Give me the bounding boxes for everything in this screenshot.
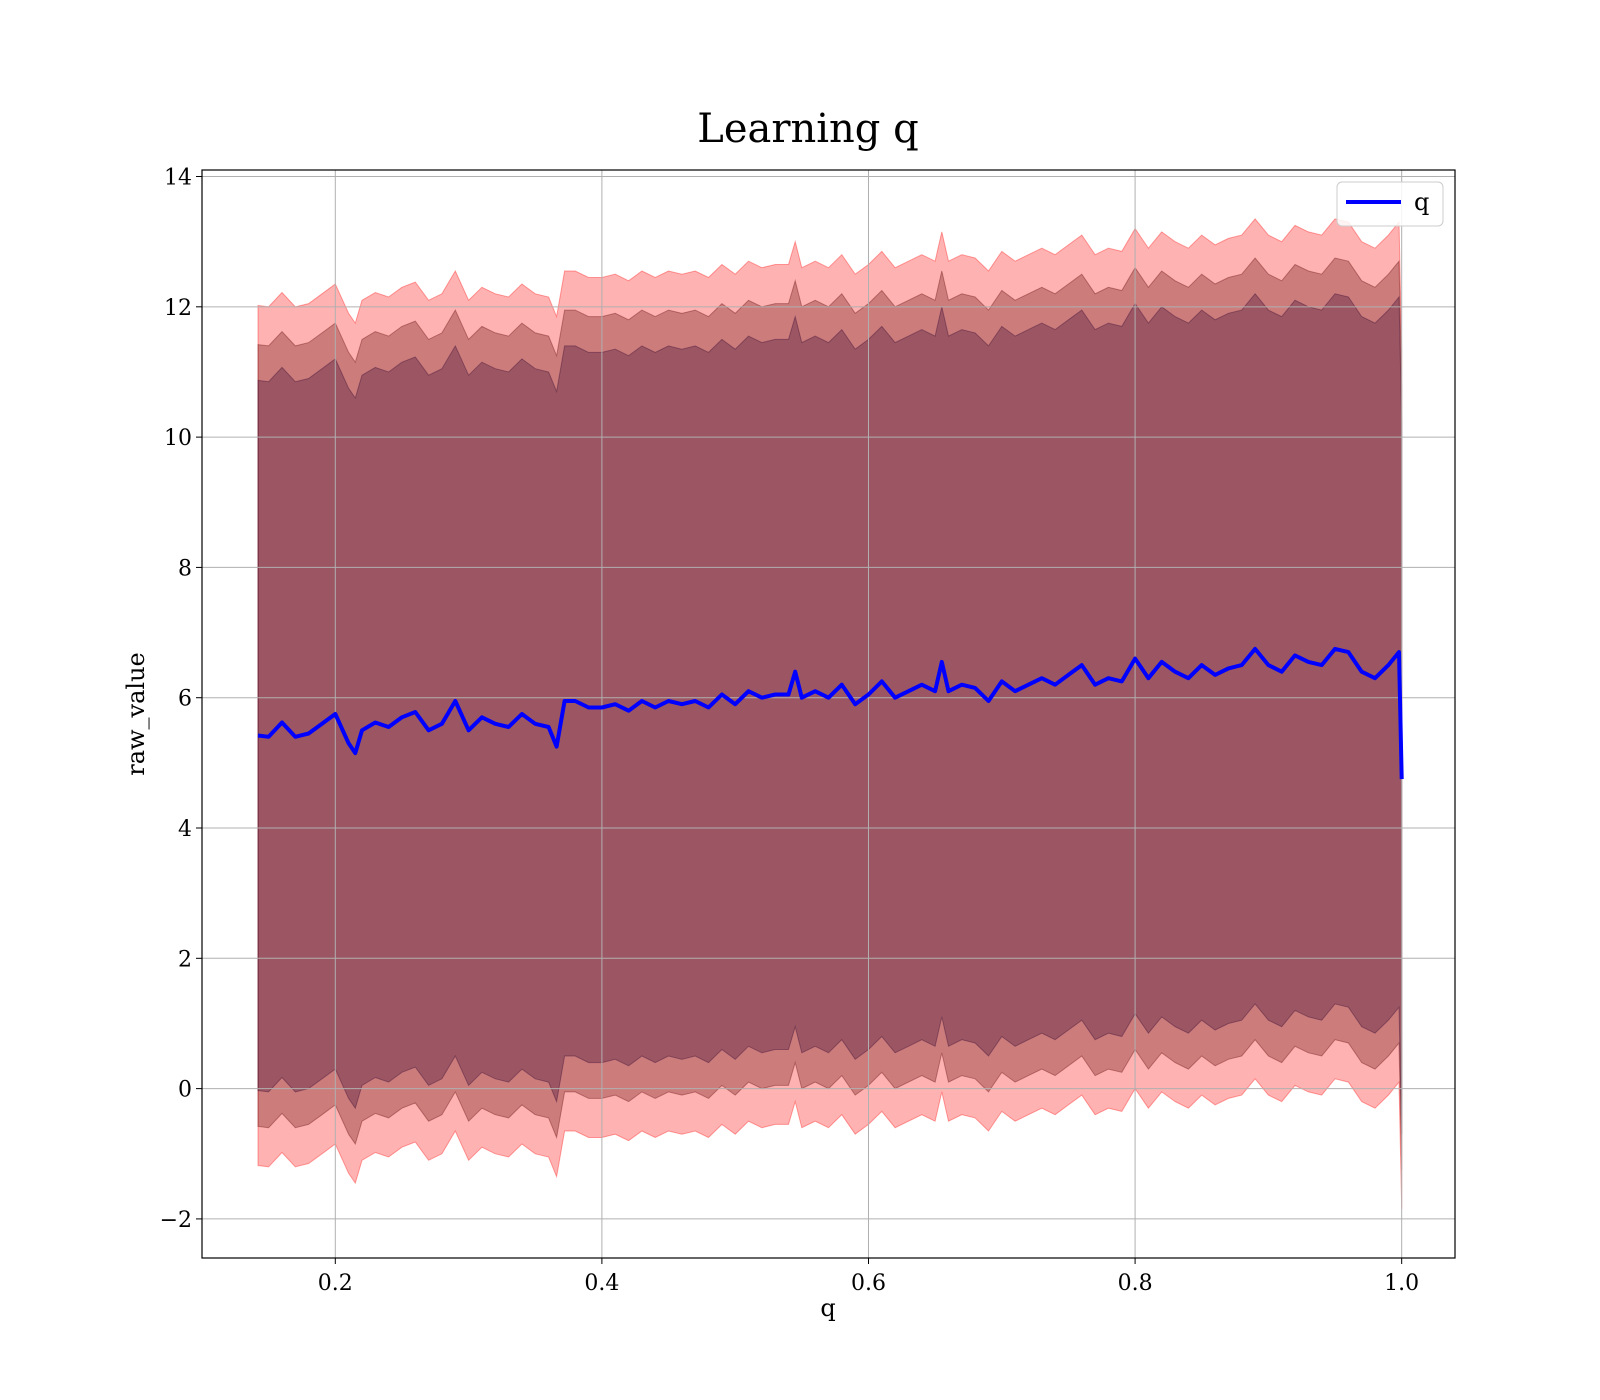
x-tick-label-1: 0.4 bbox=[584, 1271, 619, 1296]
y-tick-label-8: 14 bbox=[164, 166, 192, 191]
y-tick-label-6: 10 bbox=[164, 426, 192, 451]
x-tick-label-4: 1.0 bbox=[1384, 1271, 1419, 1296]
series-lines bbox=[257, 646, 1404, 780]
y-tick-label-3: 4 bbox=[178, 817, 192, 842]
axis-ticks: 0.2 0.4 0.6 0.8 1.0 −2 0 2 4 6 8 10 12 14 bbox=[160, 166, 1420, 1296]
plot-frame bbox=[201, 169, 1456, 1259]
y-tick-label-1: 0 bbox=[178, 1078, 192, 1103]
band-3 bbox=[257, 293, 1403, 1135]
x-axis-label: q bbox=[820, 1294, 835, 1322]
series-line-q bbox=[257, 646, 1404, 780]
x-tick-label-2: 0.6 bbox=[851, 1271, 886, 1296]
y-axis-label: raw_value bbox=[122, 652, 150, 776]
x-tick-label-3: 0.8 bbox=[1118, 1271, 1153, 1296]
y-tick-label-5: 8 bbox=[178, 556, 192, 581]
plot-area: 0.2 0.4 0.6 0.8 1.0 −2 0 2 4 6 8 10 12 14 bbox=[160, 166, 1456, 1296]
y-tick-label-4: 6 bbox=[178, 687, 192, 712]
chart-title: Learning q bbox=[697, 106, 918, 152]
uncertainty-bands bbox=[257, 218, 1403, 1210]
y-tick-label-7: 12 bbox=[164, 296, 192, 321]
y-tick-label-2: 2 bbox=[178, 947, 192, 972]
y-tick-label-0: −2 bbox=[160, 1208, 192, 1233]
legend-label-q: q bbox=[1414, 188, 1429, 216]
legend: q bbox=[1336, 181, 1444, 227]
grid bbox=[202, 170, 1455, 1258]
x-tick-label-0: 0.2 bbox=[318, 1271, 353, 1296]
